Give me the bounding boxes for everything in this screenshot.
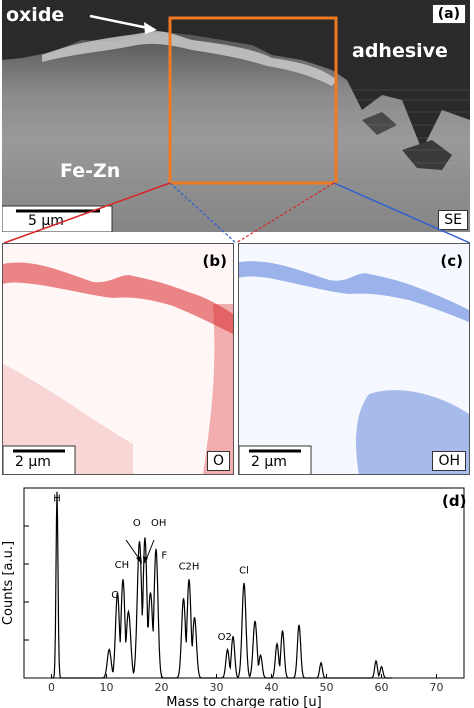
o-map-panel: (b) 2 µm O [2,243,234,475]
arrowhead-o [136,556,142,564]
x-axis-label: Mass to charge ratio [u] [166,695,321,708]
y-axis-label: Counts [a.u.] [2,541,16,625]
oh-map-panel: (c) 2 µm OH [238,243,470,475]
x-tick-label: 60 [375,681,389,694]
detector-label: SE [438,210,468,230]
zoom-connectors [3,182,471,244]
peak-label: OH [151,518,166,529]
adhesive-label: adhesive [352,40,448,62]
peak-label: Cl [239,566,249,577]
x-tick-label: 10 [100,681,114,694]
connector-left-red [3,182,171,244]
scalebar-label-b: 2 µm [15,454,51,470]
x-tick-label: 50 [320,681,334,694]
connector-mid-red [235,182,335,244]
arrowhead-oh [143,556,148,564]
inclusion [402,140,452,170]
fe-zn-label: Fe-Zn [60,160,121,182]
x-tick-label: 40 [265,681,279,694]
oh-map [239,261,469,474]
x-tick-label: 20 [155,681,169,694]
edge-signal [203,304,233,474]
x-axis-ticks: 0 10 20 30 40 50 60 70 [48,674,444,694]
oxide-label: oxide [6,4,65,26]
oxide-band [42,31,337,86]
peak-label: H [53,493,61,504]
y-axis-ticks [24,525,29,641]
sem-image [2,0,470,232]
panel-d-letter: (d) [442,492,466,510]
oxide-arrow [89,14,149,30]
peak-label: F [161,550,167,561]
scalebar-label-c: 2 µm [251,454,287,470]
mass-spectrum-chart: 0 10 20 30 40 50 60 70 H C CH O OH F C2H O2 Cl (d) Mass… [2,487,466,708]
arrow-o [125,539,141,561]
peak-label: CH [115,560,130,571]
scan-lines [2,89,470,219]
x-tick-label: 30 [210,681,224,694]
panel-a-letter: (a) [431,4,466,24]
peak-labels: H C CH O OH F C2H O2 Cl [53,493,249,643]
peak-label: O [133,518,141,529]
sem-image-panel: oxide adhesive Fe-Zn (a) 5 µm SE [2,0,470,232]
x-tick-label: 70 [430,681,444,694]
adhesive-region [2,0,470,150]
peak-label: C [111,590,118,601]
oxide-signal-oh [239,261,469,322]
connector-right-blue [333,182,471,244]
mass-spectrum-panel: 0 10 20 30 40 50 60 70 H C CH O OH F C2H O2 Cl (d) Mass… [2,482,470,708]
spectrum-line [51,491,392,679]
region-of-interest-box [168,16,338,185]
plot-frame [23,487,465,679]
panel-c-letter: (c) [440,252,463,270]
o-map [3,262,233,474]
peak-label: C2H [179,562,200,573]
peak-label: O2 [218,632,232,643]
x-tick-label: 0 [48,681,55,694]
oxide-signal [3,262,233,334]
oxide-arrowhead [144,22,157,34]
inclusion [362,112,397,135]
panel-b-letter: (b) [202,252,227,270]
species-label-oh: OH [432,451,466,471]
connector-mid-blue [169,182,237,244]
species-label-o: O [206,451,230,471]
arrow-oh [145,539,155,561]
